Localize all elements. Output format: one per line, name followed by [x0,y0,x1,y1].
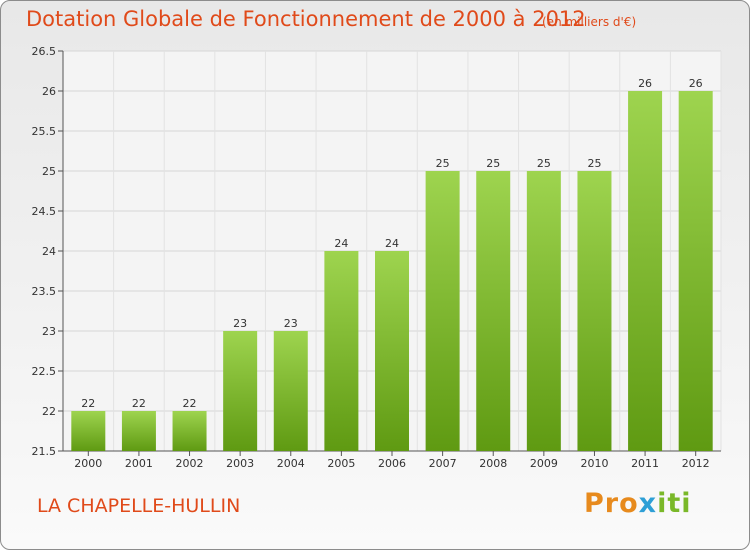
bar[interactable] [526,171,561,451]
bar-value-label: 22 [132,397,146,410]
x-tick-label: 2000 [74,457,102,470]
y-tick-label: 22.5 [32,365,57,378]
bar-value-label: 25 [587,157,601,170]
bar-value-label: 25 [537,157,551,170]
x-tick-label: 2006 [378,457,406,470]
y-tick-label: 25.5 [32,125,57,138]
bars [71,91,713,451]
y-tick-label: 26 [42,85,56,98]
bar[interactable] [577,171,612,451]
bar-value-label: 23 [284,317,298,330]
bar[interactable] [476,171,511,451]
logo-part-2: x [638,488,658,519]
x-tick-label: 2001 [125,457,153,470]
bar[interactable] [273,331,308,451]
x-tick-label: 2005 [327,457,355,470]
chart-subtitle: (en milliers d'€) [542,15,637,29]
bar[interactable] [324,251,359,451]
x-tick-label: 2009 [530,457,558,470]
bar[interactable] [425,171,460,451]
bar-value-label: 26 [638,77,652,90]
y-tick-label: 21.5 [32,445,57,458]
logo-part-3: iti [657,488,692,519]
y-tick-label: 23 [42,325,56,338]
bar-value-label: 25 [486,157,500,170]
x-tick-label: 2004 [277,457,305,470]
y-tick-label: 23.5 [32,285,57,298]
bar-value-label: 23 [233,317,247,330]
bar[interactable] [223,331,258,451]
bar-value-label: 24 [385,237,399,250]
proxiti-logo[interactable]: Proxiti [584,488,692,519]
bar[interactable] [375,251,409,451]
x-tick-labels: 2000 2001 2002 2003 2004 2005 2006 2007 2008 2009… [74,457,709,470]
bar-value-label: 25 [436,157,450,170]
y-tick-labels: 21.5 22 22.5 23 23.5 24 24.5 25 25.5 26 26.5 [32,45,57,458]
y-tick-label: 24.5 [32,205,57,218]
chart-title: Dotation Globale de Fonctionnement de 20… [26,7,586,31]
bar-value-label: 22 [81,397,95,410]
y-tick-label: 26.5 [32,45,57,58]
y-tick-label: 25 [42,165,56,178]
bar[interactable] [678,91,713,451]
bar[interactable] [628,91,663,451]
value-labels: 22 22 22 23 23 24 24 25 25 25 25 26 26 [81,77,702,410]
y-tick-label: 22 [42,405,56,418]
x-tick-label: 2003 [226,457,254,470]
x-tick-label: 2012 [682,457,710,470]
x-tick-label: 2007 [429,457,457,470]
bar[interactable] [71,411,106,451]
bar-value-label: 24 [334,237,348,250]
y-tick-label: 24 [42,245,56,258]
x-tick-label: 2010 [580,457,608,470]
x-tick-label: 2008 [479,457,507,470]
bar[interactable] [121,411,156,451]
bar[interactable] [172,411,207,451]
bar-value-label: 26 [689,77,703,90]
bar-value-label: 22 [183,397,197,410]
x-tick-label: 2002 [176,457,204,470]
commune-name: LA CHAPELLE-HULLIN [37,495,241,517]
logo-part-1: Pro [584,488,639,519]
x-tick-label: 2011 [631,457,659,470]
